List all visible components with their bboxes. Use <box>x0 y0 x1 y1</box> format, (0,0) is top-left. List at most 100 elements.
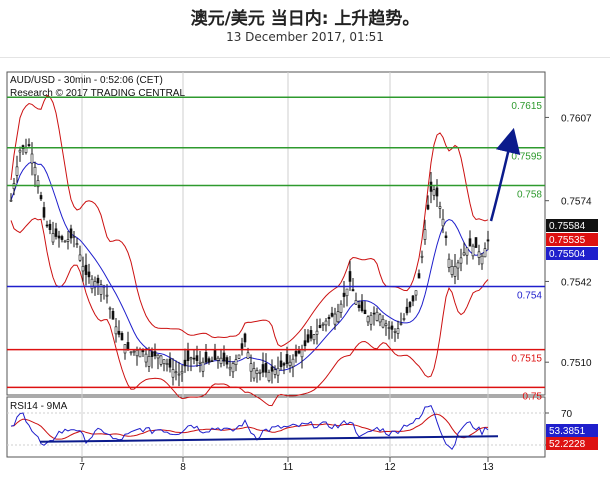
rsi-label: RSI14 - 9MA <box>10 401 68 412</box>
y-tick-label: 0.7607 <box>561 113 592 124</box>
price-tag-label: 0.75584 <box>549 221 586 232</box>
candle-body <box>474 237 478 248</box>
candle-body <box>207 358 211 363</box>
candle-body <box>252 368 256 379</box>
candle-body <box>87 271 91 278</box>
price-tag <box>546 219 598 232</box>
candle-body <box>30 153 34 164</box>
candle-body <box>99 284 103 295</box>
candle-body <box>9 199 13 202</box>
candle-body <box>342 292 346 297</box>
candle-body <box>465 247 469 256</box>
candle-body <box>294 350 298 357</box>
candle-body <box>345 288 349 297</box>
candle-body <box>399 323 403 325</box>
rsi-tag-label: 52.2228 <box>549 439 586 450</box>
candle-body <box>114 326 118 335</box>
research-label: Research © 2017 TRADING CENTRAL <box>10 88 185 99</box>
candle-body <box>51 233 55 243</box>
candle-body <box>378 314 382 323</box>
candle-body <box>336 311 340 323</box>
candle-body <box>81 266 85 272</box>
candle-body <box>57 235 61 239</box>
page-subtitle: 13 December 2017, 01:51 <box>226 30 384 44</box>
candle-body <box>432 189 436 196</box>
candle-body <box>186 350 190 361</box>
candle-body <box>435 187 439 197</box>
x-axis-ticks: 7 8 11 12 13 <box>79 457 494 473</box>
candle-body <box>447 258 451 268</box>
candle-body <box>351 289 355 292</box>
x-tick-label: 8 <box>180 462 186 473</box>
candle-body <box>387 327 391 329</box>
candle-body <box>477 251 481 258</box>
candle-body <box>96 277 100 284</box>
candle-body <box>162 359 166 364</box>
candle-body <box>159 355 163 365</box>
rsi-trendline <box>39 435 499 443</box>
bollinger-bands <box>10 94 489 407</box>
candle-body <box>75 243 79 245</box>
candle-body <box>297 350 301 354</box>
candle-body <box>261 364 265 373</box>
candle-body <box>363 309 367 315</box>
level-lines: 0.7615 0.7595 0.758 0.754 0.7515 0.75 <box>7 96 545 402</box>
candle-body <box>339 303 343 313</box>
candle-body <box>111 310 115 320</box>
candle-body <box>168 358 172 368</box>
candle-body <box>231 363 235 373</box>
candle-body <box>372 312 376 315</box>
candle-body <box>264 362 268 373</box>
candle-body <box>213 350 217 360</box>
candle-body <box>417 273 421 279</box>
x-tick-label: 11 <box>283 462 294 473</box>
candle-body <box>330 312 334 317</box>
candle-body <box>255 370 259 374</box>
candle-body <box>144 353 148 363</box>
candle-body <box>69 228 73 239</box>
candle-body <box>246 352 250 359</box>
candle-body <box>273 369 277 375</box>
candle-body <box>195 355 199 361</box>
candle-body <box>486 239 490 242</box>
candle-body <box>147 356 151 367</box>
candle-body <box>156 354 160 359</box>
candle-body <box>441 218 445 227</box>
candle-body <box>309 330 313 339</box>
candle-body <box>18 149 22 153</box>
candle-body <box>408 302 412 308</box>
candle-body <box>222 352 226 362</box>
candle-body <box>360 301 364 312</box>
candle-body <box>153 351 157 357</box>
candle-body <box>429 181 433 192</box>
candle-body <box>36 180 40 188</box>
candle-body <box>105 294 109 297</box>
candle-body <box>411 295 415 302</box>
candle-body <box>420 255 424 258</box>
candle-body <box>381 318 385 328</box>
candle-body <box>423 229 427 240</box>
y-tick-label: 0.7510 <box>561 358 592 369</box>
symbol-label: AUD/USD - 30min - 0:52:06 (CET) <box>10 75 163 86</box>
candle-body <box>270 366 274 372</box>
y-axis-ticks: 0.7607 0.7574 0.7542 0.7510 <box>545 113 592 369</box>
candle-body <box>306 334 310 343</box>
candle-body <box>78 254 82 261</box>
candle-body <box>333 313 337 325</box>
candle-body <box>177 373 181 376</box>
candle-body <box>42 207 46 218</box>
candle-body <box>243 333 247 343</box>
level-label: 0.7515 <box>511 354 542 365</box>
rsi-line <box>10 404 489 450</box>
price-tags: 0.75584 0.75535 0.75504 <box>546 219 598 260</box>
price-tag <box>546 247 598 260</box>
candle-body <box>258 371 262 374</box>
candle-body <box>390 325 394 330</box>
candle-body <box>33 166 37 176</box>
candle-body <box>216 357 220 361</box>
candle-body <box>312 334 316 341</box>
candle-body <box>453 266 457 277</box>
candle-body <box>480 255 484 265</box>
